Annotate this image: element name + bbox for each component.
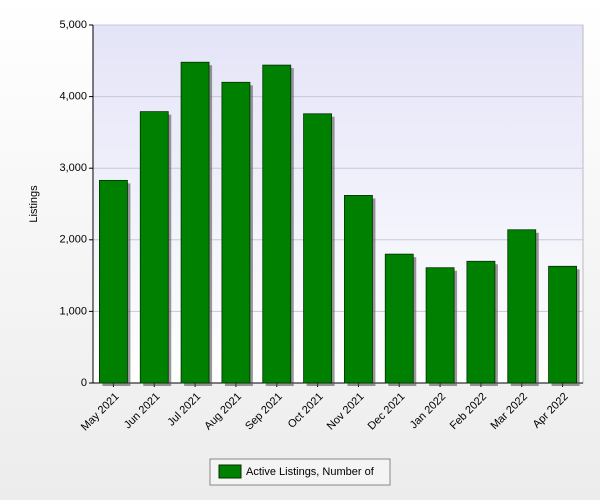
bar [466, 260, 496, 384]
bar [221, 81, 251, 384]
legend: Active Listings, Number of [209, 458, 391, 486]
y-tick-label: 5,000 [59, 19, 87, 31]
y-axis-label: Listings [28, 185, 40, 223]
y-tick-label: 3,000 [59, 162, 87, 174]
y-tick-label: 1,000 [59, 305, 87, 317]
y-tick-label: 2,000 [59, 234, 87, 246]
bar [303, 113, 332, 384]
bar [344, 195, 373, 384]
y-tick-label: 0 [81, 377, 87, 389]
bar [180, 61, 210, 384]
y-tick-label: 4,000 [59, 91, 87, 103]
bar [139, 111, 169, 384]
bar [548, 265, 577, 384]
bar [99, 179, 128, 384]
bar [262, 64, 292, 384]
legend-label: Active Listings, Number of [246, 466, 375, 478]
legend-swatch [218, 464, 242, 479]
bar [384, 253, 414, 384]
bar [425, 267, 455, 384]
bar [507, 229, 537, 384]
plot-area [92, 24, 584, 384]
